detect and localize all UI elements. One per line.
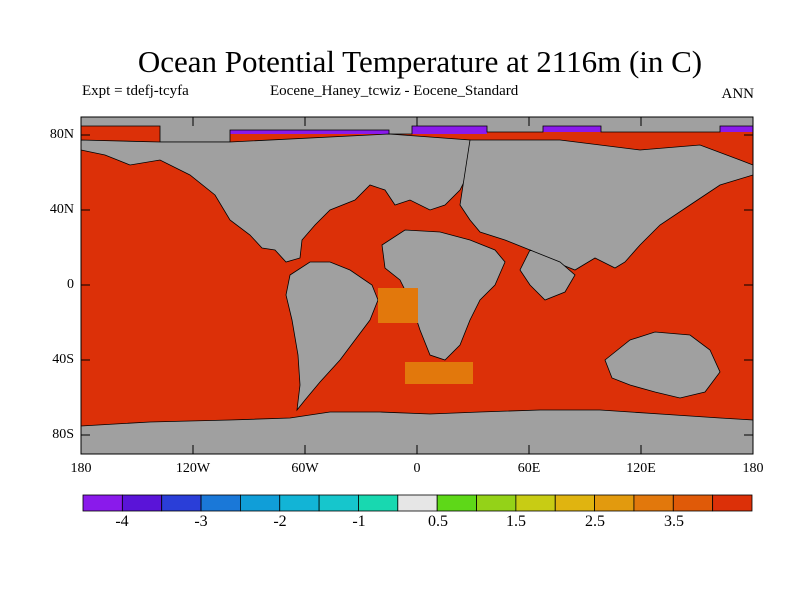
colorbar-swatch bbox=[397, 494, 438, 512]
colorbar-swatch bbox=[436, 494, 477, 512]
colorbar-swatch bbox=[82, 494, 123, 512]
map-layer bbox=[80, 116, 754, 455]
colorbar-label: -4 bbox=[115, 513, 129, 530]
colorbar-swatch bbox=[554, 494, 595, 512]
arctic-cold-band-2 bbox=[412, 126, 487, 134]
plot-title: Ocean Potential Temperature at 2116m (in… bbox=[137, 44, 703, 79]
lon-label-120w: 120W bbox=[175, 461, 211, 476]
south-asia bbox=[519, 249, 576, 301]
south-atlantic-warm-patch bbox=[378, 288, 418, 323]
colorbar-swatch bbox=[240, 494, 281, 512]
experiment-label: Expt = tdefj-tcyfa bbox=[82, 83, 189, 99]
lon-label-0: 0 bbox=[413, 461, 421, 476]
lon-label-120e: 120E bbox=[626, 461, 656, 476]
colorbar-swatch bbox=[476, 494, 517, 512]
lon-label-180w: 180 bbox=[70, 461, 92, 476]
colorbar-swatch bbox=[318, 494, 359, 512]
lon-label-60e: 60E bbox=[517, 461, 541, 476]
colorbar-label: 3.5 bbox=[664, 513, 684, 530]
colorbar-swatch bbox=[515, 494, 556, 512]
north-america bbox=[80, 133, 471, 263]
colorbar-label: -3 bbox=[194, 513, 208, 530]
colorbar-swatch bbox=[200, 494, 241, 512]
lon-label-180e: 180 bbox=[742, 461, 764, 476]
colorbar-label: -2 bbox=[273, 513, 287, 530]
colorbar-swatch bbox=[672, 494, 714, 512]
season-label: ANN bbox=[721, 86, 755, 102]
colorbar-label: 1.5 bbox=[506, 513, 526, 530]
colorbar-swatch bbox=[279, 494, 320, 512]
southern-ocean-warm-patch bbox=[405, 362, 473, 384]
comparison-label: Eocene_Haney_tcwiz - Eocene_Standard bbox=[270, 83, 519, 99]
colorbar-label: -1 bbox=[352, 513, 366, 530]
lon-label-60w: 60W bbox=[291, 461, 319, 476]
colorbar-swatch bbox=[121, 494, 163, 512]
colorbar-swatch bbox=[712, 494, 753, 512]
axis-ticks bbox=[81, 117, 753, 454]
colorbar-swatch bbox=[358, 494, 399, 512]
lat-label-40n: 40N bbox=[49, 202, 74, 217]
lat-label-40s: 40S bbox=[52, 352, 74, 367]
colorbar-swatch bbox=[633, 494, 674, 512]
colorbar-label: 0.5 bbox=[428, 513, 448, 530]
south-america bbox=[285, 261, 379, 412]
colorbar-swatch bbox=[161, 494, 202, 512]
arctic-cold-band-3 bbox=[543, 126, 601, 132]
eurasia bbox=[459, 139, 754, 271]
lat-label-80n: 80N bbox=[49, 127, 74, 142]
lat-label-0: 0 bbox=[67, 277, 74, 292]
colorbar-label: 2.5 bbox=[585, 513, 605, 530]
arctic-cold-band-4 bbox=[720, 126, 753, 132]
colorbar bbox=[82, 494, 753, 512]
colorbar-swatch bbox=[594, 494, 635, 512]
lat-label-80s: 80S bbox=[52, 427, 74, 442]
australia bbox=[604, 331, 721, 399]
